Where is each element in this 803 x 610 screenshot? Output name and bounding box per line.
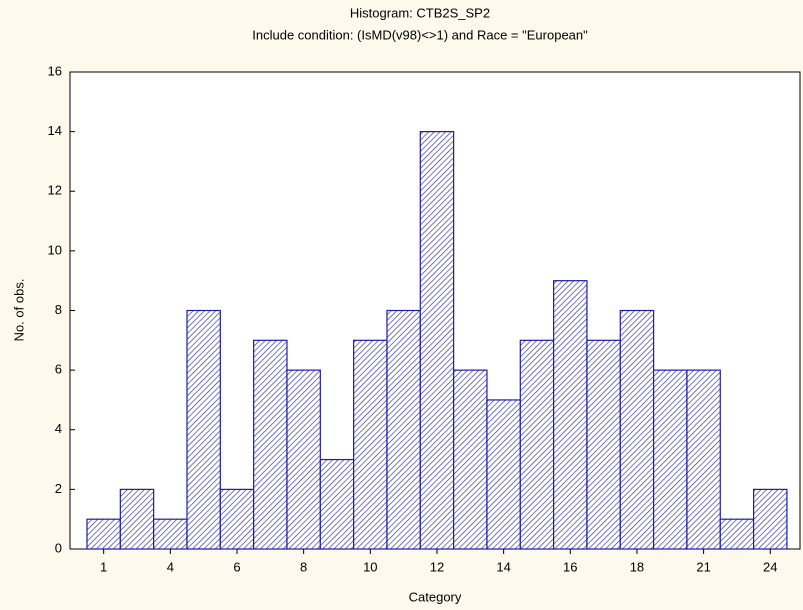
- y-tick-label: 2: [55, 481, 62, 496]
- x-tick-label: 10: [363, 559, 377, 574]
- bar: [153, 518, 188, 550]
- x-tick-label: 21: [696, 559, 710, 574]
- x-tick-label: 14: [496, 559, 510, 574]
- bar: [86, 518, 121, 550]
- bar: [486, 399, 521, 550]
- y-tick-label: 12: [48, 183, 62, 198]
- bar: [186, 309, 221, 550]
- y-tick-label: 14: [48, 123, 62, 138]
- bar: [286, 369, 321, 550]
- bar: [253, 339, 288, 550]
- bar: [519, 339, 555, 550]
- bar: [686, 369, 721, 550]
- y-tick-label: 8: [55, 302, 62, 317]
- bar: [219, 488, 255, 550]
- x-tick-label: 16: [563, 559, 577, 574]
- bar: [553, 280, 588, 550]
- x-tick-label: 4: [167, 559, 174, 574]
- y-tick-label: 10: [48, 242, 62, 257]
- x-tick-label: 8: [300, 559, 307, 574]
- y-tick-label: 16: [48, 63, 62, 78]
- y-tick-label: 6: [55, 362, 62, 377]
- bar: [353, 339, 388, 550]
- y-axis-label: No. of obs.: [11, 279, 26, 342]
- x-tick-label: 1: [100, 559, 107, 574]
- x-tick-label: 24: [763, 559, 777, 574]
- x-tick-label: 18: [630, 559, 644, 574]
- bar: [653, 369, 688, 550]
- x-tick-label: 12: [430, 559, 444, 574]
- y-tick-label: 4: [55, 421, 62, 436]
- y-tick-label: 0: [55, 540, 62, 555]
- bar: [619, 309, 655, 550]
- bar: [386, 309, 421, 550]
- bar: [752, 488, 788, 550]
- chart-title: Histogram: CTB2S_SP2: [350, 5, 490, 20]
- bar: [419, 131, 455, 550]
- x-tick-label: 6: [233, 559, 240, 574]
- bar: [719, 518, 755, 550]
- bar: [453, 369, 488, 550]
- bar: [319, 458, 355, 550]
- bar: [586, 339, 621, 550]
- chart-subtitle: Include condition: (IsMD(v98)<>1) and Ra…: [252, 27, 588, 42]
- bar: [119, 488, 155, 550]
- x-axis-label: Category: [409, 589, 462, 604]
